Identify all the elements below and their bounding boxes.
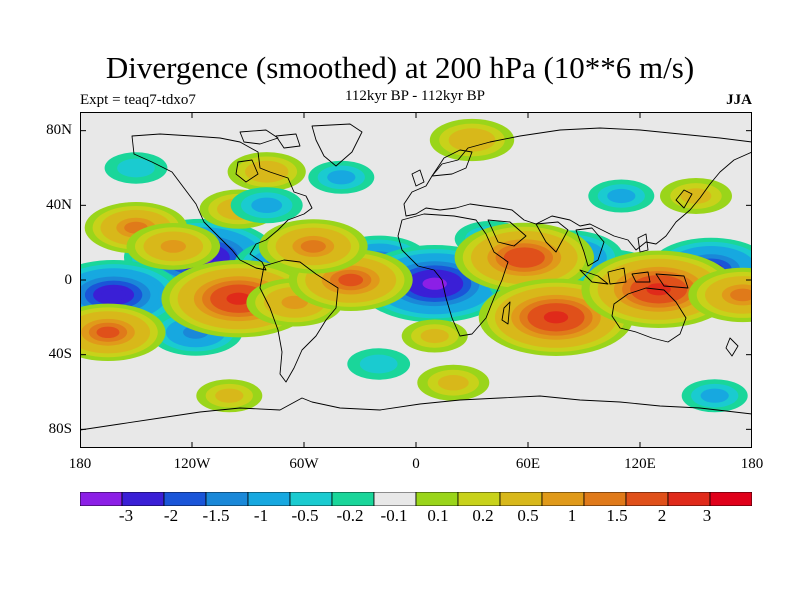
coast-new-zealand bbox=[725, 337, 739, 357]
lon-label-120w: 120W bbox=[173, 456, 211, 472]
colorbar-label: -1.5 bbox=[202, 506, 230, 525]
colorbar-label: 0.5 bbox=[517, 506, 539, 525]
divergence-contour bbox=[101, 288, 126, 302]
colorbar-swatch bbox=[583, 491, 627, 507]
divergence-contour bbox=[338, 273, 364, 287]
colorbar-label: 1.5 bbox=[606, 506, 628, 525]
colorbar bbox=[79, 491, 753, 507]
lon-label-180w: 180 bbox=[68, 456, 92, 472]
coast-india bbox=[535, 221, 569, 253]
divergence-contour bbox=[226, 292, 251, 305]
colorbar-swatch bbox=[667, 491, 711, 507]
colorbar-label: -0.1 bbox=[380, 506, 408, 525]
divergence-field bbox=[80, 118, 752, 413]
colorbar-label: 0.2 bbox=[472, 506, 494, 525]
colorbar-swatch bbox=[121, 491, 165, 507]
colorbar-swatch bbox=[247, 491, 291, 507]
divergence-contour bbox=[300, 240, 326, 253]
divergence-contour bbox=[422, 277, 447, 290]
divergence-contour bbox=[327, 170, 356, 185]
divergence-contour bbox=[700, 388, 729, 403]
colorbar-label: -2 bbox=[163, 506, 179, 525]
colorbar-swatch bbox=[163, 491, 207, 507]
coast-madagascar bbox=[501, 301, 511, 325]
colorbar-label: 3 bbox=[702, 506, 712, 525]
colorbar-label: -0.2 bbox=[336, 506, 364, 525]
divergence-contour bbox=[437, 375, 469, 391]
coast-british-isles bbox=[411, 169, 425, 187]
divergence-map bbox=[80, 112, 752, 448]
coast-maritime-continent bbox=[579, 267, 689, 289]
colorbar-swatch bbox=[205, 491, 249, 507]
divergence-contour bbox=[96, 326, 120, 338]
colorbar-swatch bbox=[79, 491, 123, 507]
lat-label-eq: 0 bbox=[64, 272, 73, 288]
colorbar-swatch bbox=[709, 491, 753, 507]
coast-south-america bbox=[259, 259, 339, 383]
coast-arabia bbox=[487, 219, 527, 247]
colorbar-swatches bbox=[79, 491, 753, 507]
colorbar-label: 0.1 bbox=[427, 506, 449, 525]
lat-label-80n: 80N bbox=[46, 122, 72, 138]
colorbar-swatch bbox=[373, 491, 417, 507]
colorbar-label: 2 bbox=[657, 506, 667, 525]
experiment-label: Expt = teaq7-tdxo7 bbox=[80, 92, 196, 108]
coast-eurasia bbox=[403, 127, 752, 251]
plot-title: Divergence (smoothed) at 200 hPa (10**6 … bbox=[105, 50, 695, 85]
divergence-contour bbox=[117, 158, 155, 178]
divergence-contour bbox=[512, 251, 537, 264]
colorbar-label: -3 bbox=[118, 506, 134, 525]
lat-label-40n: 40N bbox=[46, 197, 72, 213]
colorbar-swatch bbox=[289, 491, 333, 507]
axis-ticks bbox=[80, 112, 752, 448]
coast-japan bbox=[637, 189, 693, 253]
colorbar-label: -0.5 bbox=[291, 506, 319, 525]
period-label: 112kyr BP - 112kyr BP bbox=[344, 88, 485, 104]
divergence-contour bbox=[420, 328, 449, 344]
divergence-contour bbox=[457, 133, 487, 147]
coast-hudson-bay bbox=[235, 159, 259, 183]
lon-label-60e: 60E bbox=[515, 456, 541, 472]
season-label: JJA bbox=[726, 92, 752, 108]
divergence-contour bbox=[359, 354, 398, 374]
colorbar-swatch bbox=[499, 491, 543, 507]
lon-label-0: 0 bbox=[412, 456, 420, 472]
map-panel bbox=[80, 112, 752, 448]
coastlines bbox=[80, 123, 752, 431]
divergence-contour bbox=[281, 295, 308, 309]
colorbar-label: 1 bbox=[567, 506, 577, 525]
coast-indochina bbox=[575, 227, 605, 267]
lon-label-180e: 180 bbox=[740, 456, 764, 472]
lat-label-40s: 40S bbox=[48, 346, 72, 362]
colorbar-swatch bbox=[625, 491, 669, 507]
divergence-contour bbox=[253, 165, 280, 179]
colorbar-swatch bbox=[541, 491, 585, 507]
lon-label-120e: 120E bbox=[624, 456, 656, 472]
divergence-contour bbox=[251, 197, 283, 213]
coast-africa bbox=[397, 213, 509, 337]
colorbar-swatch bbox=[457, 491, 501, 507]
colorbar-swatch bbox=[415, 491, 459, 507]
coast-north-america bbox=[131, 133, 313, 271]
coast-antarctica bbox=[80, 395, 752, 431]
divergence-contour bbox=[543, 311, 569, 324]
lat-label-80s: 80S bbox=[48, 421, 72, 437]
coast-scandinavia bbox=[431, 149, 473, 177]
coast-greenland bbox=[311, 123, 363, 167]
colorbar-swatch bbox=[331, 491, 375, 507]
divergence-contour bbox=[160, 240, 186, 253]
divergence-contour bbox=[607, 188, 636, 204]
lon-label-60w: 60W bbox=[289, 456, 319, 472]
divergence-contour bbox=[730, 288, 752, 302]
coast-arctic-islands bbox=[239, 129, 301, 149]
coast-australia bbox=[611, 287, 687, 343]
colorbar-label: -1 bbox=[253, 506, 269, 525]
divergence-contour bbox=[215, 388, 244, 403]
